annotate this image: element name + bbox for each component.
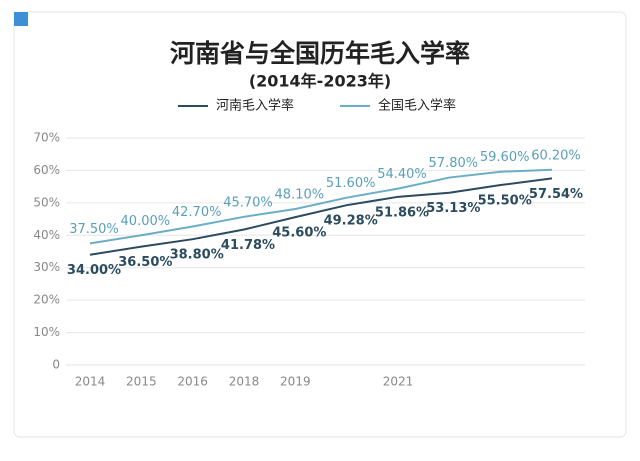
y-tick-label: 70%	[33, 131, 60, 145]
data-label: 60.20%	[531, 148, 581, 163]
data-label: 53.13%	[426, 201, 480, 216]
data-label: 38.80%	[170, 248, 224, 263]
data-label: 55.50%	[478, 194, 532, 209]
card	[13, 11, 627, 438]
y-tick-label: 20%	[33, 293, 60, 307]
data-label: 49.28%	[324, 214, 378, 229]
data-label: 36.50%	[118, 255, 172, 270]
x-tick-label: 2016	[177, 375, 208, 389]
data-label: 59.60%	[480, 150, 530, 165]
x-tick-label: 2015	[126, 375, 157, 389]
data-label: 34.00%	[67, 263, 121, 278]
x-tick-label: 2018	[229, 375, 260, 389]
legend-label: 河南毛入学率	[216, 98, 294, 114]
legend-label: 全国毛入学率	[378, 98, 456, 114]
y-tick-label: 30%	[33, 260, 60, 274]
data-label: 51.86%	[375, 205, 429, 220]
chart-title: 河南省与全国历年毛入学率	[170, 39, 470, 68]
series-line	[89, 168, 553, 245]
x-tick-label: 2019	[280, 375, 311, 389]
data-label: 45.60%	[272, 226, 326, 241]
y-tick-label: 0	[52, 358, 60, 372]
corner-mark	[14, 12, 28, 26]
data-label: 40.00%	[121, 214, 171, 229]
data-label: 48.10%	[275, 188, 325, 203]
data-label: 41.78%	[221, 238, 275, 253]
data-label: 57.54%	[529, 187, 583, 202]
series-line	[89, 177, 553, 256]
y-tick-label: 10%	[33, 325, 60, 339]
y-tick-label: 60%	[33, 163, 60, 177]
data-label: 54.40%	[377, 167, 427, 182]
data-label: 42.70%	[172, 205, 222, 220]
data-label: 37.50%	[69, 222, 119, 237]
data-label: 51.60%	[326, 176, 376, 191]
chart-subtitle: (2014年-2023年)	[249, 72, 391, 91]
data-label: 45.70%	[223, 195, 273, 210]
x-tick-label: 2014	[75, 375, 106, 389]
data-label: 57.80%	[429, 156, 479, 171]
y-tick-label: 50%	[33, 195, 60, 209]
y-tick-label: 40%	[33, 228, 60, 242]
x-tick-label: 2021	[383, 375, 414, 389]
